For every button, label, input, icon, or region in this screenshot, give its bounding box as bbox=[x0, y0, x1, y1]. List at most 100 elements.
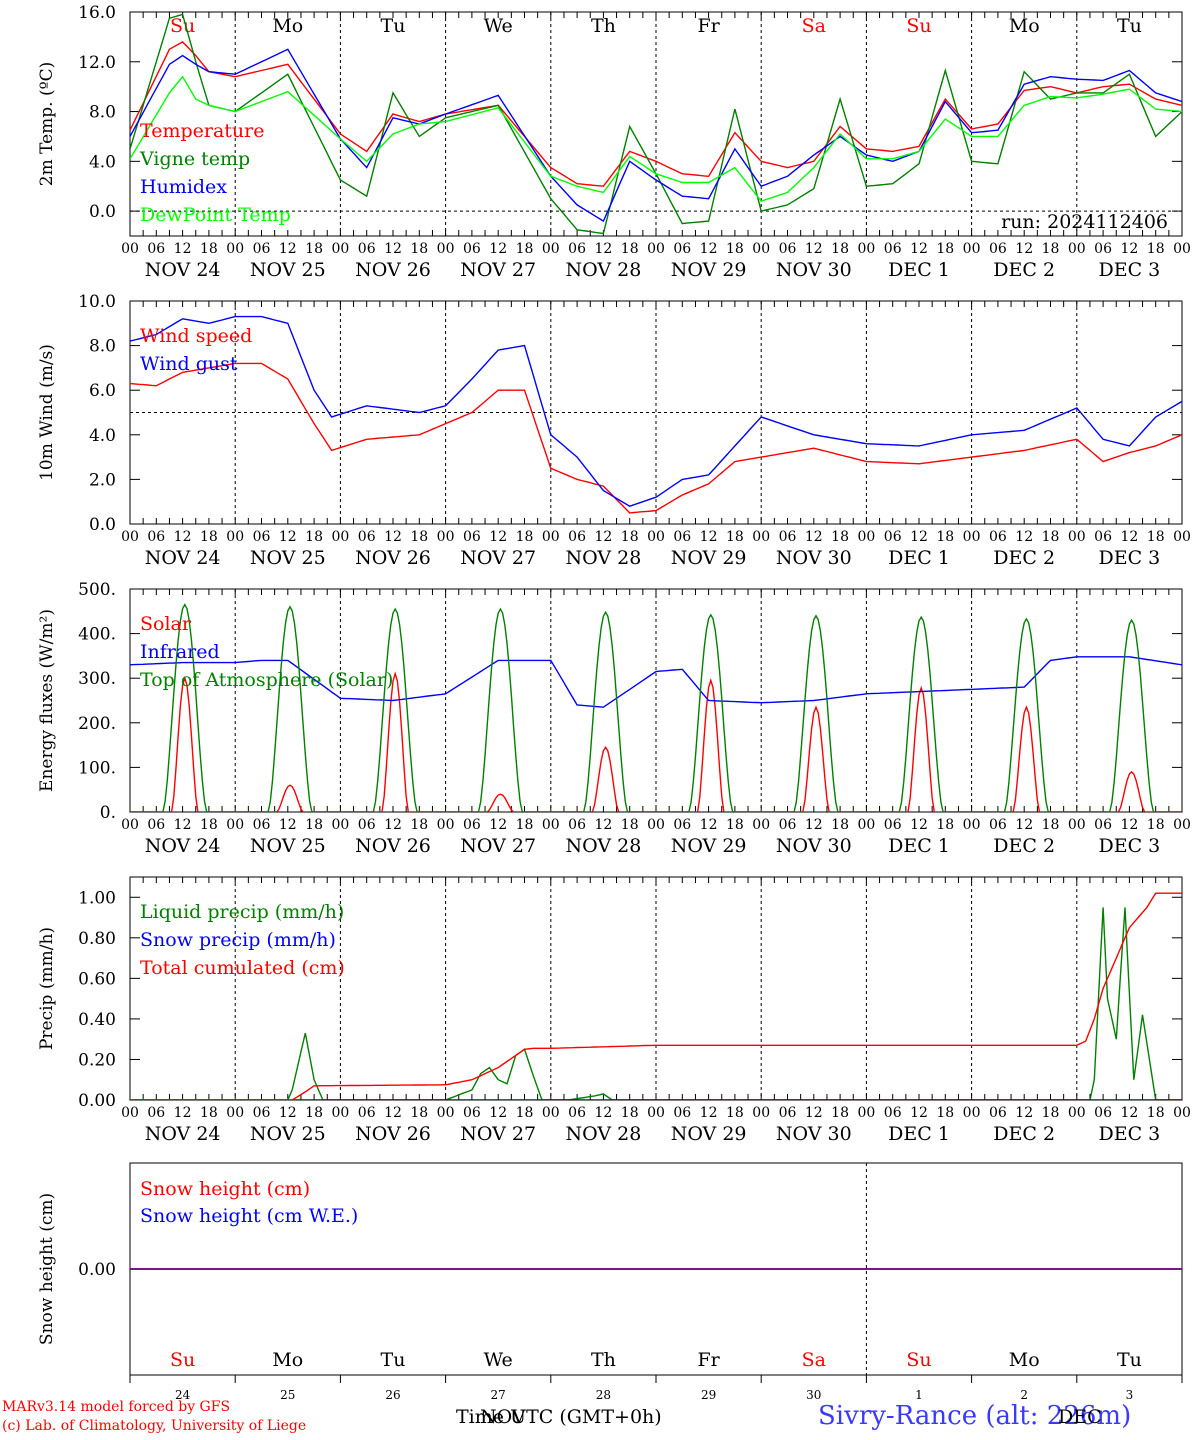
series-line bbox=[130, 603, 1182, 812]
hour-tick-label: 06 bbox=[358, 529, 376, 545]
legend-entry: Snow height (cm) bbox=[140, 1178, 310, 1200]
hour-tick-label: 12 bbox=[174, 1105, 192, 1121]
hour-tick-label: 12 bbox=[384, 1105, 402, 1121]
hour-tick-label: 00 bbox=[647, 817, 665, 833]
hour-tick-label: 18 bbox=[726, 817, 744, 833]
series-line bbox=[130, 362, 1182, 514]
model-line: MARv3.14 model forced by GFS bbox=[2, 1399, 231, 1415]
y-tick-label: 8.0 bbox=[89, 337, 116, 357]
hour-tick-label: 06 bbox=[147, 817, 165, 833]
hour-tick-label: 12 bbox=[279, 529, 297, 545]
hour-tick-label: 18 bbox=[1147, 241, 1165, 257]
legend-entry: Liquid precip (mm/h) bbox=[140, 901, 344, 923]
date-label: NOV 26 bbox=[355, 259, 431, 281]
legend-entry: Wind gust bbox=[140, 353, 238, 375]
y-tick-label: 200. bbox=[78, 714, 116, 734]
hour-tick-label: 06 bbox=[568, 529, 586, 545]
date-label: DEC 2 bbox=[993, 1123, 1055, 1145]
y-tick-label: 10.0 bbox=[78, 292, 116, 312]
hour-tick-label: 12 bbox=[910, 529, 928, 545]
hour-tick-label: 00 bbox=[1173, 817, 1191, 833]
hour-tick-label: 18 bbox=[936, 1105, 954, 1121]
y-tick-label: 300. bbox=[78, 669, 116, 689]
day-number-label: 26 bbox=[385, 1388, 400, 1402]
hour-tick-label: 12 bbox=[384, 817, 402, 833]
hour-tick-label: 06 bbox=[1094, 241, 1112, 257]
date-label: NOV 25 bbox=[250, 547, 326, 569]
y-tick-label: 0.20 bbox=[78, 1050, 116, 1070]
hour-tick-label: 06 bbox=[989, 817, 1007, 833]
hour-tick-label: 00 bbox=[963, 529, 981, 545]
hour-tick-label: 00 bbox=[542, 817, 560, 833]
legend-entry: Temperature bbox=[140, 120, 264, 142]
weekday-label: Mo bbox=[1009, 1349, 1040, 1371]
date-label: NOV 30 bbox=[776, 547, 852, 569]
date-label: NOV 27 bbox=[460, 259, 536, 281]
hour-tick-label: 06 bbox=[1094, 817, 1112, 833]
hour-tick-label: 06 bbox=[147, 241, 165, 257]
y-tick-label: 100. bbox=[78, 758, 116, 778]
series-line bbox=[130, 907, 1182, 1100]
hour-tick-label: 12 bbox=[279, 241, 297, 257]
day-number-label: 28 bbox=[596, 1388, 611, 1402]
hour-tick-label: 12 bbox=[594, 817, 612, 833]
hour-tick-label: 18 bbox=[305, 1105, 323, 1121]
series-line bbox=[130, 671, 1182, 812]
hour-tick-label: 12 bbox=[174, 817, 192, 833]
hour-tick-label: 18 bbox=[1147, 529, 1165, 545]
date-label: DEC 1 bbox=[888, 259, 950, 281]
hour-tick-label: 00 bbox=[1173, 1105, 1191, 1121]
hour-tick-label: 18 bbox=[936, 817, 954, 833]
legend-entry: Humidex bbox=[140, 176, 227, 198]
hour-tick-label: 18 bbox=[305, 241, 323, 257]
hour-tick-label: 18 bbox=[1042, 529, 1060, 545]
hour-tick-label: 00 bbox=[752, 1105, 770, 1121]
y-tick-label: 0.40 bbox=[78, 1010, 116, 1030]
hour-tick-label: 00 bbox=[1173, 241, 1191, 257]
hour-tick-label: 12 bbox=[805, 529, 823, 545]
y-tick-label: 0.80 bbox=[78, 929, 116, 949]
hour-tick-label: 06 bbox=[463, 241, 481, 257]
hour-tick-label: 06 bbox=[673, 817, 691, 833]
hour-tick-label: 18 bbox=[410, 1105, 428, 1121]
hour-tick-label: 18 bbox=[831, 241, 849, 257]
hour-tick-label: 18 bbox=[726, 529, 744, 545]
hour-tick-label: 00 bbox=[121, 1105, 139, 1121]
legend-entry: DewPoint Temp bbox=[140, 204, 291, 226]
hour-tick-label: 06 bbox=[989, 1105, 1007, 1121]
hour-tick-label: 06 bbox=[358, 817, 376, 833]
hour-tick-label: 00 bbox=[331, 817, 349, 833]
day-number-label: 24 bbox=[175, 1388, 191, 1402]
hour-tick-label: 18 bbox=[305, 817, 323, 833]
weekday-label: Tu bbox=[381, 1349, 406, 1371]
hour-tick-label: 00 bbox=[226, 817, 244, 833]
day-number-label: 27 bbox=[491, 1388, 506, 1402]
hour-tick-label: 12 bbox=[700, 241, 718, 257]
hour-tick-label: 12 bbox=[174, 529, 192, 545]
hour-tick-label: 12 bbox=[1120, 529, 1138, 545]
weekday-label: Mo bbox=[272, 1349, 303, 1371]
date-label: NOV 24 bbox=[145, 835, 221, 857]
hour-tick-label: 06 bbox=[147, 1105, 165, 1121]
date-label: NOV 29 bbox=[671, 259, 747, 281]
plot-frame-0 bbox=[129, 11, 1183, 237]
hour-tick-label: 00 bbox=[647, 529, 665, 545]
hour-tick-label: 06 bbox=[463, 1105, 481, 1121]
y-axis-label: 10m Wind (m/s) bbox=[37, 344, 57, 481]
weekday-label: Mo bbox=[1009, 15, 1040, 37]
hour-tick-label: 18 bbox=[516, 817, 534, 833]
hour-tick-label: 18 bbox=[200, 1105, 218, 1121]
series-line bbox=[130, 48, 1182, 223]
hour-tick-label: 18 bbox=[726, 1105, 744, 1121]
hour-tick-label: 12 bbox=[594, 529, 612, 545]
hour-tick-label: 06 bbox=[358, 1105, 376, 1121]
hour-tick-label: 06 bbox=[673, 529, 691, 545]
legend-entry: Top of Atmosphere (Solar) bbox=[140, 669, 393, 691]
model-credit: MARv3.14 model forced by GFS (c) Lab. of… bbox=[2, 1398, 306, 1436]
date-label: NOV 30 bbox=[776, 1123, 852, 1145]
run-label: run: 2024112406 bbox=[1001, 211, 1168, 233]
hour-tick-label: 00 bbox=[963, 1105, 981, 1121]
hour-tick-label: 00 bbox=[542, 1105, 560, 1121]
time-axis-title: Time UTC (GMT+0h) bbox=[456, 1406, 662, 1428]
